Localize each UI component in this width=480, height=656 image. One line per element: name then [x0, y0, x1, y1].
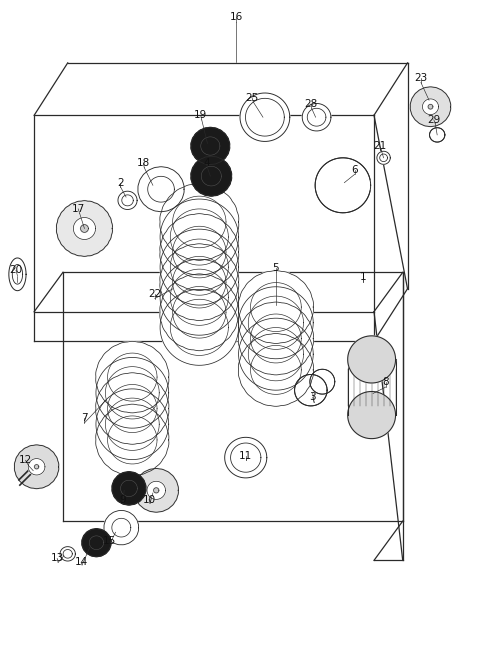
Polygon shape	[160, 244, 239, 321]
Polygon shape	[239, 302, 313, 375]
Text: 23: 23	[414, 73, 428, 83]
Polygon shape	[96, 358, 168, 428]
Text: 10: 10	[143, 495, 156, 504]
Polygon shape	[96, 373, 169, 444]
Polygon shape	[160, 184, 239, 260]
Text: 2: 2	[117, 178, 124, 188]
Polygon shape	[138, 167, 184, 212]
Polygon shape	[81, 224, 88, 232]
Polygon shape	[154, 488, 159, 493]
Polygon shape	[96, 341, 169, 413]
Text: 20: 20	[10, 266, 23, 276]
Text: 21: 21	[373, 141, 386, 151]
Polygon shape	[240, 93, 290, 142]
Polygon shape	[239, 318, 313, 390]
Polygon shape	[96, 389, 168, 460]
Text: 12: 12	[19, 455, 32, 465]
Text: 1: 1	[360, 272, 367, 282]
Text: 16: 16	[229, 12, 243, 22]
Polygon shape	[28, 459, 45, 475]
Text: 28: 28	[304, 99, 317, 109]
Text: 19: 19	[194, 110, 207, 120]
Polygon shape	[134, 468, 179, 512]
Polygon shape	[191, 127, 229, 165]
Text: 8: 8	[383, 377, 389, 386]
Polygon shape	[430, 128, 445, 142]
Polygon shape	[9, 258, 26, 291]
Text: 22: 22	[148, 289, 161, 299]
Polygon shape	[160, 259, 239, 335]
Polygon shape	[147, 482, 166, 499]
Polygon shape	[239, 287, 313, 359]
Text: 11: 11	[239, 451, 252, 461]
Polygon shape	[112, 472, 146, 505]
Text: 5: 5	[273, 263, 279, 273]
Polygon shape	[422, 99, 439, 115]
Polygon shape	[191, 156, 231, 196]
Polygon shape	[428, 104, 433, 109]
Polygon shape	[377, 152, 390, 165]
Polygon shape	[410, 87, 451, 127]
Polygon shape	[160, 199, 239, 275]
Text: 29: 29	[427, 115, 441, 125]
Polygon shape	[239, 333, 313, 406]
Polygon shape	[239, 271, 313, 344]
Text: 17: 17	[72, 204, 85, 214]
Text: 4: 4	[203, 158, 210, 168]
Text: 13: 13	[50, 554, 64, 564]
Polygon shape	[35, 464, 39, 469]
Polygon shape	[118, 191, 137, 209]
Text: 6: 6	[351, 165, 358, 174]
Polygon shape	[302, 104, 331, 131]
Text: 14: 14	[74, 558, 88, 567]
Polygon shape	[57, 201, 112, 256]
Polygon shape	[96, 404, 169, 476]
Text: 18: 18	[137, 158, 150, 168]
Polygon shape	[82, 529, 111, 557]
Polygon shape	[73, 218, 96, 239]
Polygon shape	[348, 336, 396, 383]
Polygon shape	[225, 438, 267, 478]
Polygon shape	[14, 445, 59, 489]
Text: 7: 7	[81, 413, 88, 423]
Polygon shape	[160, 229, 239, 305]
Text: 9: 9	[120, 495, 126, 504]
Text: 25: 25	[245, 92, 259, 102]
Polygon shape	[104, 510, 139, 544]
Text: 15: 15	[103, 536, 117, 546]
Polygon shape	[348, 392, 396, 439]
Polygon shape	[160, 274, 239, 351]
Text: 3: 3	[310, 392, 316, 402]
Polygon shape	[160, 214, 239, 291]
Polygon shape	[160, 289, 239, 365]
Polygon shape	[60, 546, 75, 561]
